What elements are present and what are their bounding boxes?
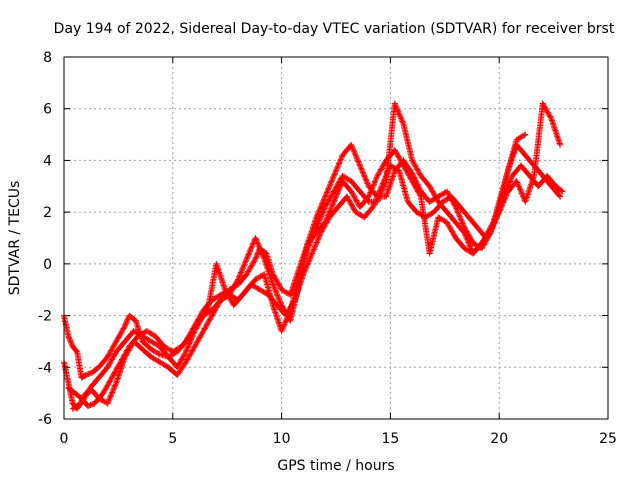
data-points	[61, 100, 566, 412]
y-tick-label: 6	[43, 102, 52, 118]
plot-frame	[63, 56, 609, 420]
y-tick-label: 0	[43, 257, 52, 273]
chart-title: Day 194 of 2022, Sidereal Day-to-day VTE…	[54, 21, 615, 37]
y-tick-label: 2	[43, 205, 52, 221]
y-tick-label: 4	[43, 153, 52, 169]
y-tick-labels: -6 -4 -2 0 2 4 6 8	[38, 50, 52, 428]
x-tick-label: 5	[168, 431, 177, 447]
axis-ticks	[63, 56, 609, 420]
x-tick-label: 0	[60, 431, 69, 447]
x-tick-label: 10	[273, 431, 291, 447]
plus-marker-track	[69, 131, 529, 412]
x-tick-labels: 0 5 10 15 20 25	[60, 431, 617, 447]
y-tick-label: 8	[43, 50, 52, 66]
y-tick-label: -6	[38, 412, 52, 428]
y-tick-label: -2	[38, 309, 52, 325]
grid-lines	[64, 57, 608, 419]
y-axis-label: SDTVAR / TECUs	[7, 181, 23, 296]
x-tick-label: 20	[490, 431, 508, 447]
plus-marker-track	[65, 162, 566, 410]
x-tick-label: 25	[599, 431, 617, 447]
x-tick-label: 15	[381, 431, 399, 447]
y-tick-label: -4	[38, 360, 52, 376]
x-axis-label: GPS time / hours	[277, 458, 394, 474]
series-track-c	[65, 162, 566, 410]
series-track-d	[69, 131, 529, 412]
